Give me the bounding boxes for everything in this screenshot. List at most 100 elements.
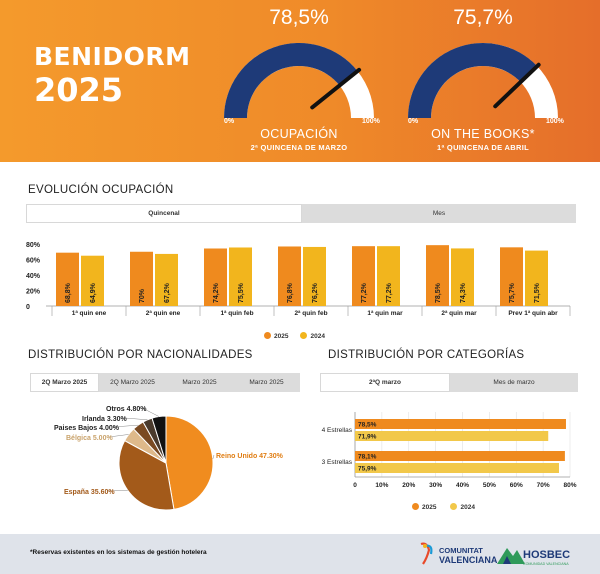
bar-2025 [130,251,153,306]
categorias-tabs: 2ªQ marzo Mes de marzo [320,373,578,392]
data-label: 78,5% [435,282,442,303]
legend-2024: 2024 [450,503,475,511]
bar-2025 [56,252,79,306]
gauge-title: ON THE BOOKS* [431,127,535,141]
pie-label: Bélgica 5.00% [66,435,113,442]
evolucion-title: EVOLUCIÓN OCUPACIÓN [28,184,174,196]
x-tick-label: 40% [456,482,469,489]
bar-2024 [303,246,326,306]
x-tick-label: 0 [353,482,357,489]
x-tick-label: 1ª quin feb [220,310,253,317]
y-tick-label: 0 [26,304,30,311]
pie-slice [165,415,214,510]
gauge-ocupacion-svg [224,42,374,118]
pie-label: Reino Unido 47.30% [216,453,284,460]
tab-2q-marzo-2025-a[interactable]: 2Q Marzo 2025 [30,373,99,392]
gauge-fill [408,42,538,118]
year-title: 2025 [34,71,124,109]
tab-marzo-2025-b[interactable]: Marzo 2025 [233,373,300,392]
evolucion-bar-chart: 0 20% 40% 60% 80% 68,8% 64,9% 1ª quin ene 70% 67,… [26,242,571,317]
y-tick-label: 20% [26,289,41,296]
pie-label: Irlanda 3.30% [82,416,128,423]
gauge-subtitle: 1ª QUINCENA DE ABRIL [437,143,529,152]
x-tick-label: 20% [402,482,415,489]
pie-leader [113,424,139,428]
bar-2025 [204,248,227,306]
nacionalidades-pie-chart: Reino Unido 47.30% España 35.60% Bélgica 5… [54,406,284,511]
data-label: 78,1% [358,454,377,461]
gauge-subtitle: 2ª QUINCENA DE MARZO [250,143,348,152]
gauge-max-label: 100% [362,118,380,125]
pie-leader [106,490,128,492]
y-tick-label: 3 Estrellas [322,459,353,466]
categorias-title: DISTRIBUCIÓN POR CATEGORÍAS [328,349,525,361]
x-tick-label: 2ª quin mar [441,310,477,317]
x-tick-label: 30% [429,482,442,489]
nacionalidades-title: DISTRIBUCIÓN POR NACIONALIDADES [28,349,253,361]
comunitat-valenciana-logo: COMUNITAT VALENCIANA [417,540,498,568]
data-label: 74,3% [460,282,467,303]
tab-2q-marzo-2025-b[interactable]: 2Q Marzo 2025 [99,373,166,392]
data-label: 76,8% [287,282,294,303]
bar-2024 [525,250,548,306]
data-label: 64,9% [90,282,97,303]
gauge-min-label: 0% [408,118,419,125]
gauge-needle [493,62,541,109]
x-tick-label: 1ª quin ene [72,310,107,317]
gauge-fill [224,42,358,118]
tab-2q-marzo[interactable]: 2ªQ marzo [320,373,450,392]
logo2-name: HOSBEC [523,549,570,561]
pie-leader [142,407,160,417]
y-tick-label: 4 Estrellas [322,427,353,434]
x-tick-label: 60% [510,482,523,489]
bar-2024 [355,463,559,473]
data-label: 77,2% [386,282,393,303]
tab-mes[interactable]: Mes [302,204,576,223]
pie-slice [118,439,175,511]
gauge-needle [310,67,362,110]
legend-2024: 2024 [300,332,325,340]
categorias-bar-chart: 0 10% 20% 30% 40% 50% 60% 70% 80% 4 Estrellas 78,5… [322,412,577,489]
data-label: 75,5% [238,282,245,303]
data-label: 75,7% [509,282,516,303]
bar-2024 [377,246,400,306]
footer: *Reservas existentes en los sistemas de … [0,534,600,574]
data-label: 71,5% [534,282,541,303]
x-tick-label: 80% [563,482,576,489]
bar-2024 [229,247,252,306]
bar-2024 [451,248,474,306]
data-label: 76,2% [312,282,319,303]
data-label: 71,9% [358,434,377,441]
bar-2024 [81,255,104,306]
gauge-on-the-books: 75,7% 0% 100% ON THE BOOKS* 1ª QUINCENA … [398,0,568,162]
x-tick-label: 10% [375,482,388,489]
data-label: 70% [139,288,146,303]
gauge-ocupacion: 78,5% 0% 100% OCUPACIÓN 2ª QUINCENA DE M… [214,0,384,162]
y-tick-label: 60% [26,258,41,265]
categorias-legend: 2025 2024 [412,503,475,511]
data-label: 75,9% [358,466,377,473]
gauge-title: OCUPACIÓN [260,127,338,141]
pie-leader [124,417,148,421]
bar-2025 [278,246,301,306]
bar-2024 [355,431,549,441]
bar-2025 [352,246,375,306]
bar-2024 [155,253,178,306]
tab-marzo-2025-a[interactable]: Marzo 2025 [166,373,233,392]
x-tick-label: 2ª quin feb [294,310,327,317]
evolucion-legend: 2025 2024 [264,332,325,340]
x-tick-label: Prev 1ª quin abr [508,310,558,317]
bar-2025 [355,419,566,429]
gauge-min-label: 0% [224,118,235,125]
tab-mes-de-marzo[interactable]: Mes de marzo [450,373,578,392]
logo1-line1: COMUNITAT [439,546,483,555]
pie-label: Otros 4.80% [106,406,147,413]
x-tick-label: 1ª quin mar [367,310,403,317]
tab-quincenal[interactable]: Quincenal [26,204,302,223]
gauge-value: 75,7% [453,6,513,29]
data-label: 67,2% [164,282,171,303]
hosbec-logo: HOSBEC COMUNIDAD VALENCIANA [497,540,577,568]
legend-2025: 2025 [264,332,288,340]
gauge-max-label: 100% [546,118,564,125]
logo1-line2: VALENCIANA [439,555,497,565]
